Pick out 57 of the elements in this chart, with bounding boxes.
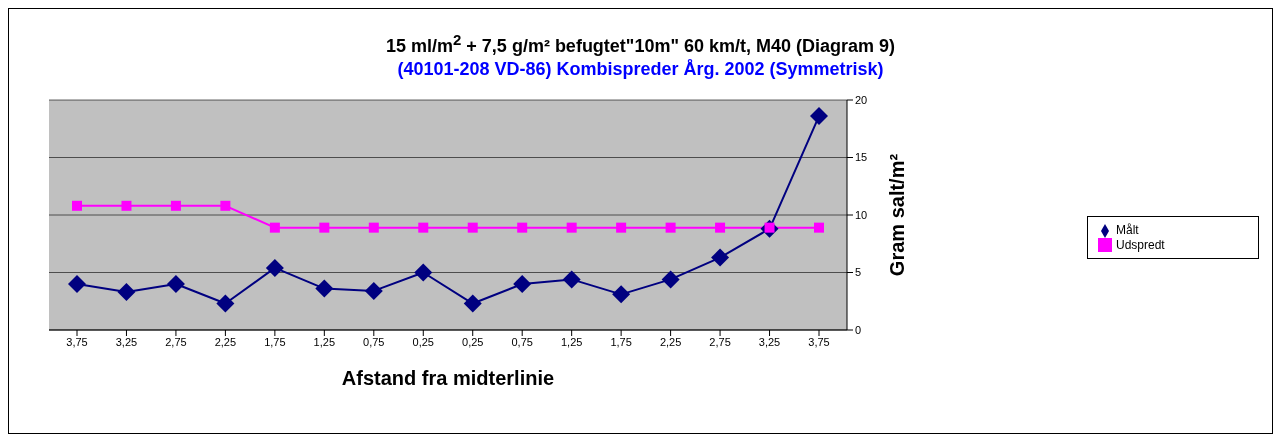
point [368, 222, 379, 233]
point [319, 222, 330, 233]
point [562, 270, 581, 289]
y-axis-title: Gram salt/m² [886, 153, 909, 277]
point [612, 285, 631, 304]
point [121, 200, 132, 211]
y-tick-label: 5 [855, 266, 862, 279]
point [715, 222, 726, 233]
y-tick-label: 10 [855, 208, 868, 221]
legend-label: Målt [1116, 222, 1139, 237]
chart-title: 15 ml/m$^{2}$ + 7,5 g/m² befugtet"10m" 60 km/t, M40 (Diagram 9) [384, 31, 897, 57]
point [68, 275, 86, 293]
point [117, 283, 136, 302]
point [513, 275, 532, 293]
x-tick-label: 1,75 [610, 335, 632, 348]
x-tick-label: 2,25 [659, 335, 682, 348]
point [711, 248, 730, 267]
point [467, 222, 478, 233]
point [166, 275, 185, 293]
point [661, 270, 680, 289]
point [216, 294, 235, 313]
x-tick-label: 2,75 [165, 335, 187, 348]
point [72, 200, 82, 211]
x-tick-label: 0,75 [363, 335, 385, 348]
point [269, 222, 280, 233]
point [364, 281, 383, 300]
x-tick-label: 1,75 [264, 335, 286, 348]
point [170, 200, 181, 211]
x-tick-label: 0,25 [412, 335, 434, 348]
x-tick-label: 3,75 [808, 335, 830, 348]
point [220, 200, 231, 211]
point [814, 222, 824, 233]
point [616, 222, 627, 233]
point [463, 294, 482, 313]
point [517, 222, 528, 233]
point [566, 222, 577, 233]
point [665, 222, 676, 233]
legend-label: Udspredt [1116, 237, 1165, 252]
x-tick-label: 2,25 [214, 335, 237, 348]
y-tick-label: 20 [855, 93, 868, 106]
x-tick-label: 2,75 [709, 335, 731, 348]
point [265, 258, 284, 277]
x-tick-label: 1,25 [560, 335, 583, 348]
x-tick-label: 3,75 [66, 335, 88, 348]
x-tick-label: 0,75 [511, 335, 533, 348]
y-tick-label: 0 [855, 323, 862, 336]
point [315, 279, 334, 298]
x-tick-label: 0,25 [462, 335, 484, 348]
x-tick-label: 1,25 [313, 335, 336, 348]
x-tick-label: 3,25 [115, 335, 138, 348]
point [418, 222, 429, 233]
point [414, 263, 433, 282]
x-tick-label: 3,25 [758, 335, 781, 348]
chart-subtitle: (40101-208 VD-86) Kombispreder Årg. 2002 (Symmetrisk) [396, 59, 885, 80]
x-axis-title: Afstand fra midterlinie [341, 367, 555, 389]
y-tick-label: 15 [855, 151, 868, 164]
point [810, 107, 828, 126]
